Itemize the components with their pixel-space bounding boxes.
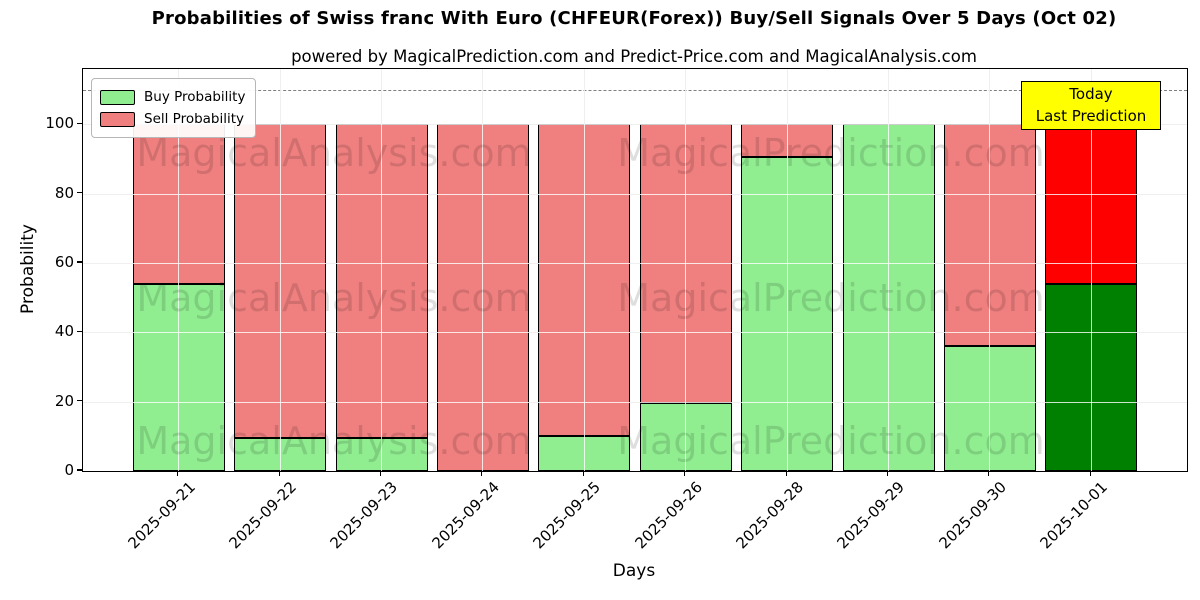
today-annotation-line1: Today bbox=[1069, 84, 1113, 103]
chart-title: Probabilities of Swiss franc With Euro (… bbox=[151, 8, 1117, 29]
y-tick-mark bbox=[77, 330, 82, 332]
y-tick-mark bbox=[77, 261, 82, 263]
x-tick-label: 2025-09-23 bbox=[326, 478, 402, 553]
x-tick-label: 2025-10-01 bbox=[1036, 478, 1112, 553]
bar-segment-sell bbox=[538, 124, 631, 437]
x-tick-mark bbox=[988, 471, 990, 476]
x-tick-mark bbox=[1089, 471, 1091, 476]
legend-item-buy: Buy Probability bbox=[100, 86, 245, 108]
y-tick-label: 80 bbox=[54, 183, 74, 202]
bar-segment-buy bbox=[234, 438, 327, 471]
today-annotation-box: Today Last Prediction bbox=[1021, 81, 1161, 130]
bar-segment-buy bbox=[741, 157, 834, 471]
bar-segment-buy bbox=[1045, 283, 1138, 471]
x-tick-label: 2025-09-21 bbox=[124, 478, 199, 553]
y-tick-mark bbox=[77, 122, 82, 125]
x-axis-label: Days bbox=[612, 561, 656, 581]
x-tick-mark bbox=[582, 471, 584, 476]
x-tick-mark bbox=[886, 471, 889, 476]
y-tick-mark bbox=[77, 400, 82, 402]
legend-label-buy: Buy Probability bbox=[144, 89, 246, 105]
x-tick-label: 2025-09-22 bbox=[225, 478, 300, 553]
x-tick-mark bbox=[177, 471, 179, 476]
bar-segment-buy bbox=[842, 124, 935, 471]
legend: Buy Probability Sell Probability bbox=[91, 78, 257, 138]
bar-segment-sell bbox=[943, 124, 1036, 347]
bar-segment-buy bbox=[639, 403, 732, 471]
x-tick-label: 2025-09-28 bbox=[732, 478, 807, 553]
x-tick-label: 2025-09-24 bbox=[428, 478, 503, 553]
y-tick-label: 40 bbox=[54, 322, 74, 341]
x-tick-mark bbox=[785, 471, 787, 476]
bar-segment-buy bbox=[335, 438, 428, 471]
x-tick-label: 2025-09-25 bbox=[529, 478, 605, 553]
y-tick-label: 0 bbox=[64, 461, 74, 479]
plot-area: Buy Probability Sell Probability Today L… bbox=[82, 68, 1188, 472]
y-axis-label: Probability bbox=[18, 224, 38, 314]
bar-segment-sell bbox=[234, 124, 327, 439]
x-tick-label: 2025-09-26 bbox=[631, 478, 706, 553]
bar-segment-sell bbox=[132, 124, 225, 284]
y-tick-mark bbox=[77, 192, 82, 194]
bar-segment-sell bbox=[741, 124, 834, 158]
y-tick-mark bbox=[77, 469, 82, 471]
x-tick-mark bbox=[379, 471, 382, 476]
bar-segment-sell bbox=[1045, 124, 1138, 284]
x-tick-mark bbox=[278, 471, 280, 476]
sell-swatch-icon bbox=[100, 111, 135, 127]
legend-label-sell: Sell Probability bbox=[144, 111, 245, 127]
bar-segment-buy bbox=[943, 346, 1036, 471]
chart-subtitle: powered by MagicalPrediction.com and Pre… bbox=[291, 47, 977, 66]
x-tick-label: 2025-09-30 bbox=[935, 478, 1010, 553]
x-tick-label: 2025-09-29 bbox=[833, 478, 909, 553]
x-tick-mark bbox=[684, 471, 686, 476]
x-tick-mark bbox=[481, 471, 483, 476]
bar-segment-buy bbox=[538, 436, 631, 471]
bar-segment-sell bbox=[335, 124, 428, 439]
today-annotation-line2: Last Prediction bbox=[1035, 106, 1147, 125]
bar-segment-sell bbox=[436, 124, 529, 471]
y-tick-label: 20 bbox=[54, 391, 74, 410]
bar-segment-sell bbox=[639, 124, 732, 404]
buy-swatch-icon bbox=[100, 89, 135, 105]
y-tick-label: 60 bbox=[54, 253, 74, 272]
threshold-dashed-line bbox=[83, 89, 1187, 91]
y-tick-label: 100 bbox=[45, 114, 74, 133]
bar-segment-buy bbox=[132, 283, 225, 471]
legend-item-sell: Sell Probability bbox=[100, 108, 245, 130]
